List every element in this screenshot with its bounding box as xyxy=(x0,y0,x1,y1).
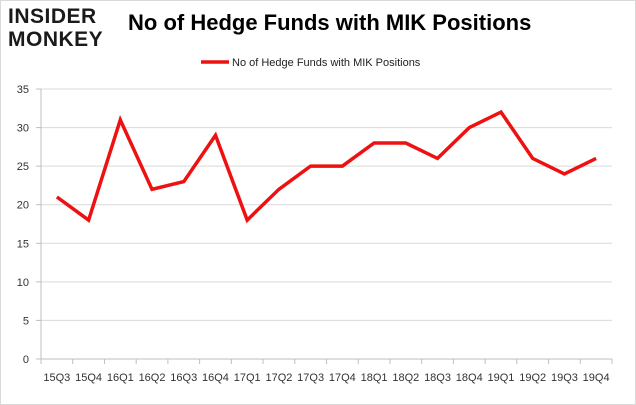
data-point xyxy=(500,112,501,113)
data-point xyxy=(215,135,216,136)
logo-line-1: INSIDER xyxy=(8,5,97,28)
y-tick-label: 15 xyxy=(17,238,29,250)
data-point xyxy=(120,119,121,120)
gridlines xyxy=(41,88,612,321)
x-tick-label: 15Q4 xyxy=(75,372,102,384)
x-tick-label: 15Q3 xyxy=(43,372,70,384)
x-tick-label: 18Q4 xyxy=(456,372,483,384)
x-tick-label: 19Q2 xyxy=(519,372,546,384)
data-point xyxy=(437,158,438,159)
data-point xyxy=(56,197,57,198)
series-group xyxy=(55,109,597,224)
data-point xyxy=(596,158,597,159)
data-point xyxy=(374,143,375,144)
data-point xyxy=(469,127,470,128)
x-tick-label: 18Q2 xyxy=(392,372,419,384)
data-point xyxy=(310,166,311,167)
logo-line-2: MONKEY xyxy=(8,28,104,51)
x-tick-label: 17Q1 xyxy=(234,372,261,384)
x-tick-label: 16Q1 xyxy=(107,372,134,384)
y-tick-label: 10 xyxy=(17,277,29,289)
y-tick-label: 5 xyxy=(23,315,29,327)
data-point xyxy=(183,181,184,182)
insider-monkey-logo: INSIDER MONKEY xyxy=(8,6,118,52)
legend: No of Hedge Funds with MIK Positions xyxy=(201,57,421,69)
x-tick-label: 16Q4 xyxy=(202,372,229,384)
x-tick-label: 17Q2 xyxy=(265,372,292,384)
y-tick-label: 35 xyxy=(17,84,29,96)
data-point xyxy=(405,143,406,144)
x-tick-label: 16Q2 xyxy=(139,372,166,384)
data-point xyxy=(342,166,343,167)
x-tick-label: 19Q4 xyxy=(583,372,610,384)
y-tick-label: 20 xyxy=(17,200,29,212)
x-tick-label: 16Q3 xyxy=(170,372,197,384)
data-point xyxy=(564,173,565,174)
data-point xyxy=(88,220,89,221)
x-axis-ticks: 15Q3 15Q4 16Q1 16Q2 16Q3 16Q4 17Q1 17Q2 17Q3 17Q4… xyxy=(43,372,609,384)
data-point xyxy=(247,220,248,221)
legend-label: No of Hedge Funds with MIK Positions xyxy=(232,57,421,69)
y-axis-ticks: 0 5 10 15 20 25 30 35 xyxy=(17,84,29,366)
y-tick-label: 0 xyxy=(23,354,29,366)
data-point xyxy=(278,189,279,190)
data-point xyxy=(152,189,153,190)
x-tick-label: 17Q3 xyxy=(297,372,324,384)
x-tick-label: 18Q1 xyxy=(361,372,388,384)
data-point xyxy=(532,158,533,159)
x-tick-label: 17Q4 xyxy=(329,372,356,384)
y-tick-label: 30 xyxy=(17,123,29,135)
series-line xyxy=(55,109,597,224)
y-tick-label: 25 xyxy=(17,161,29,173)
chart-title: No of Hedge Funds with MIK Positions xyxy=(128,10,532,35)
x-tick-label: 19Q3 xyxy=(551,372,578,384)
x-tick-label: 19Q1 xyxy=(488,372,515,384)
x-tick-label: 18Q3 xyxy=(424,372,451,384)
axes xyxy=(36,88,613,364)
